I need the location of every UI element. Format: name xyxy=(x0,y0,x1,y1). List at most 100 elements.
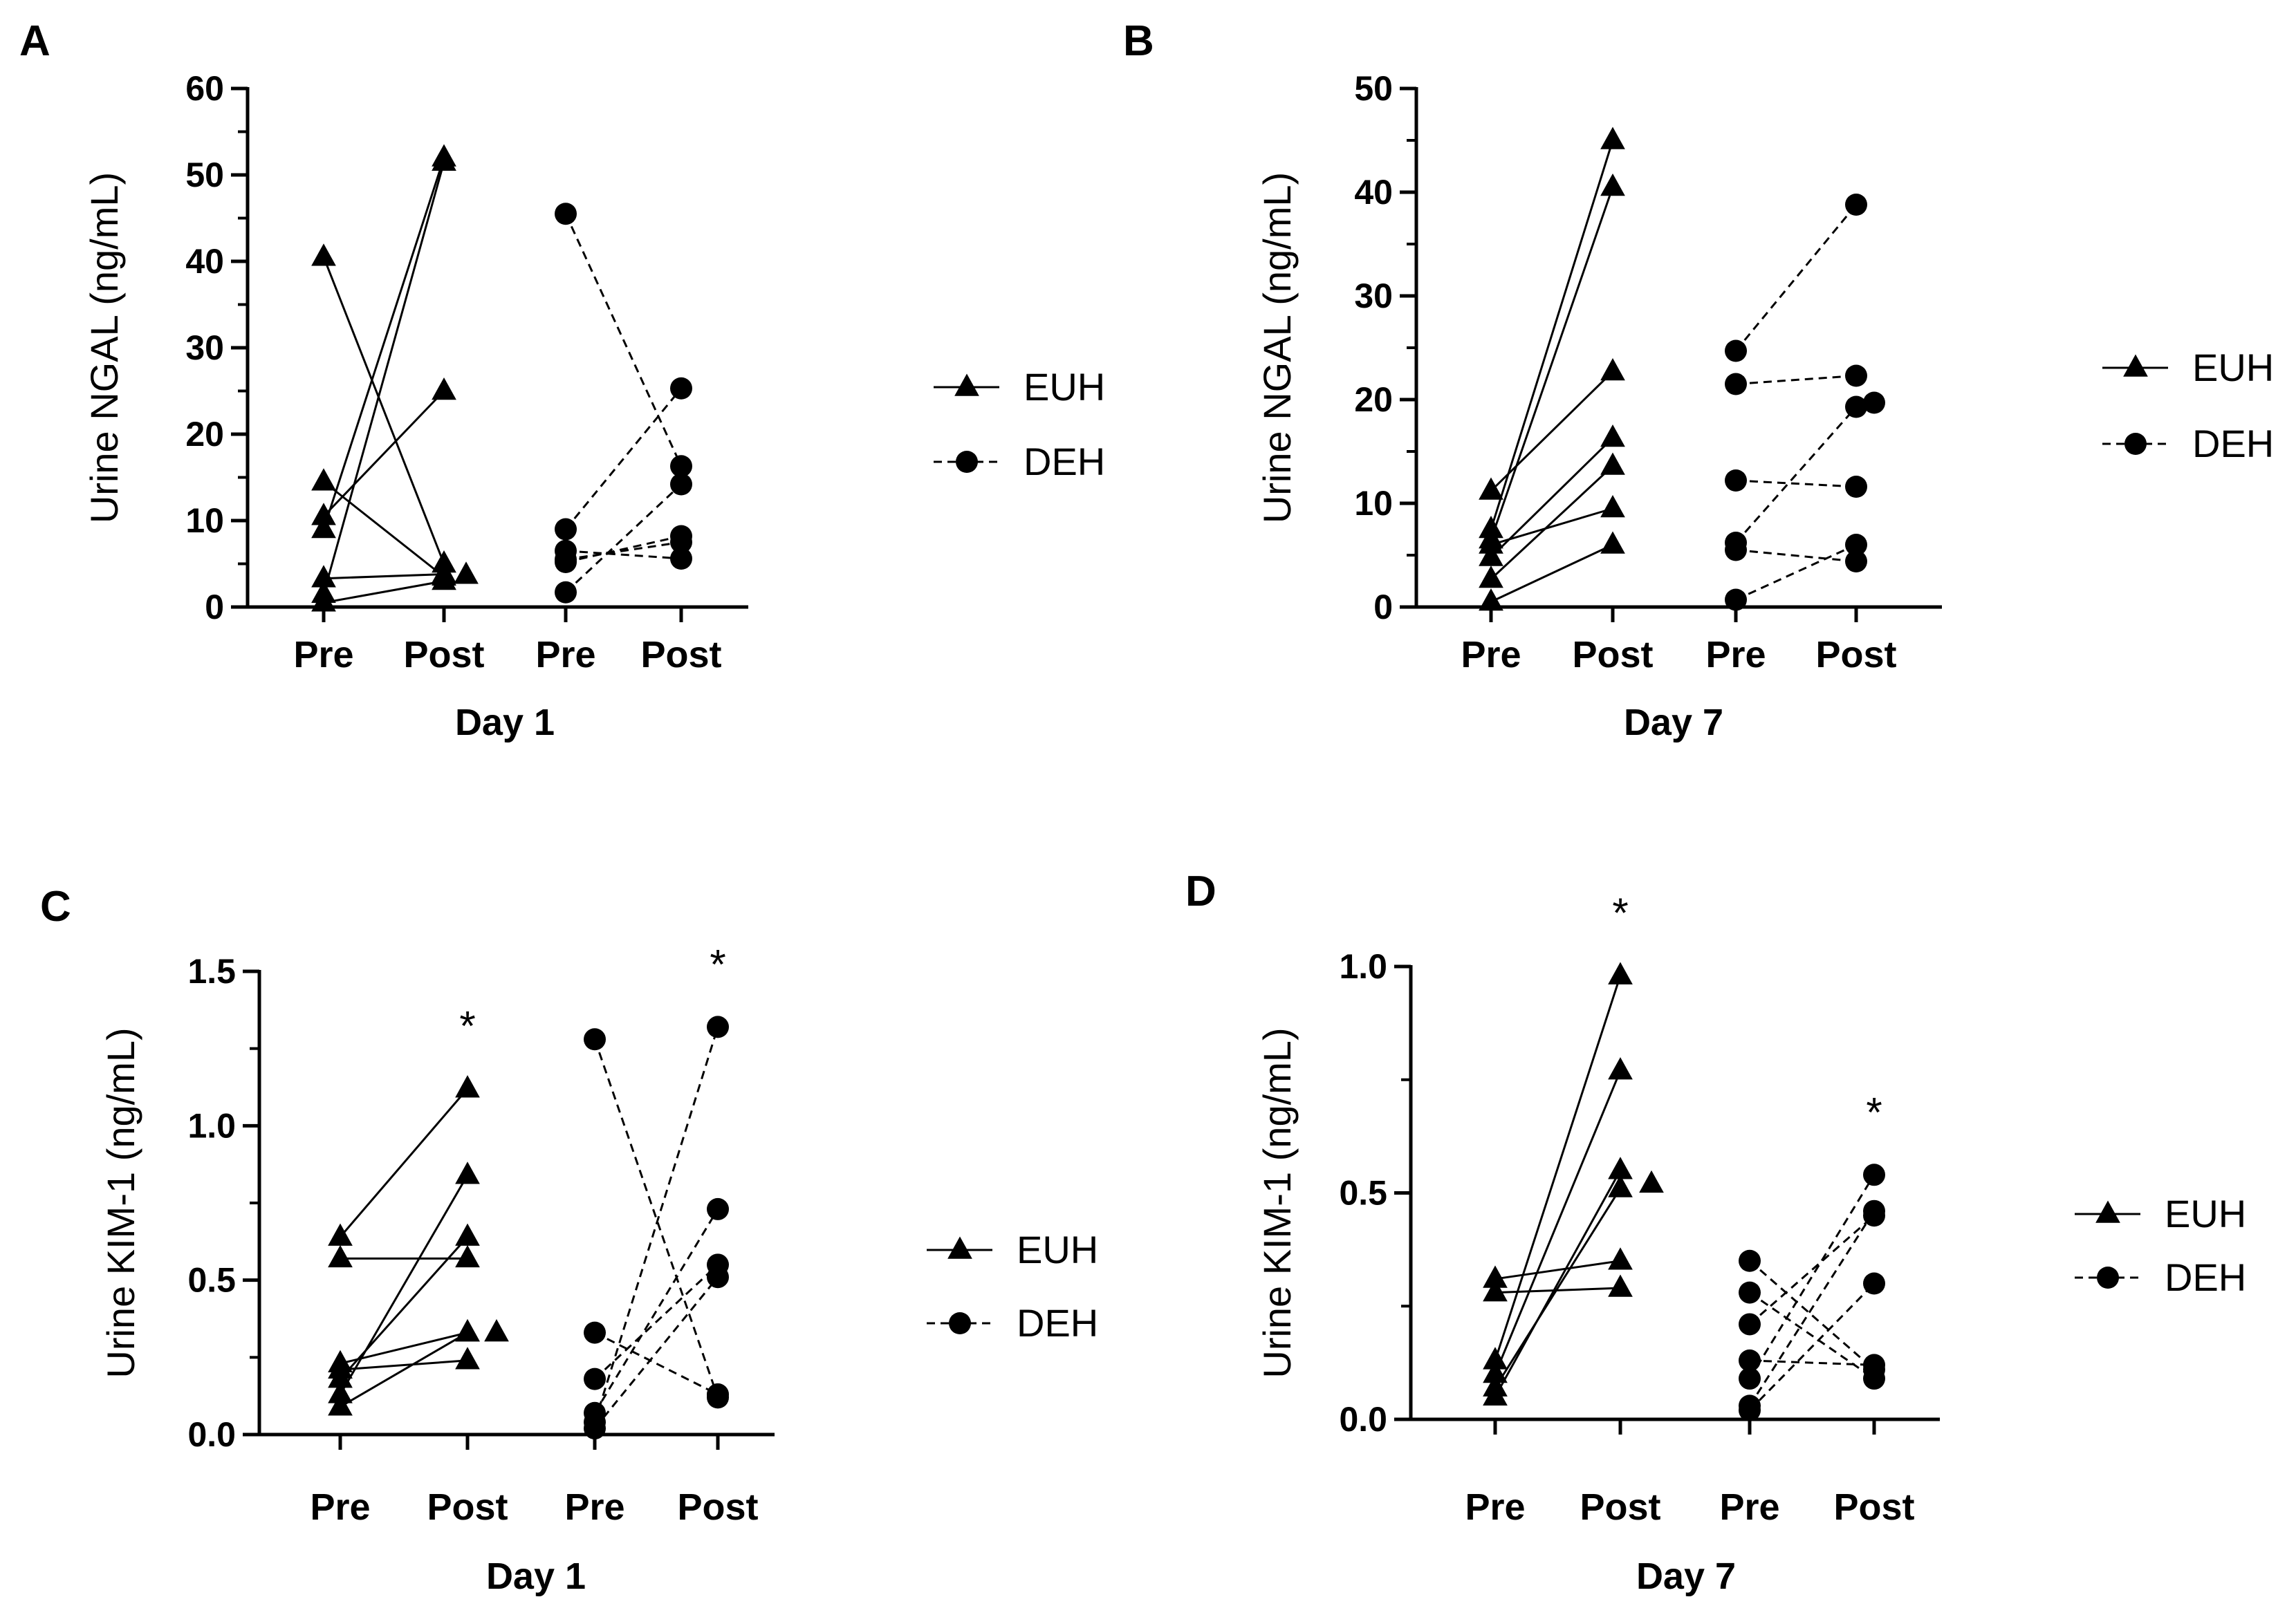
pre-circle-marker xyxy=(1725,373,1747,395)
legend-label-euh: EUH xyxy=(1024,365,1105,409)
post-circle-marker xyxy=(1845,476,1867,498)
pre-circle-marker xyxy=(584,1321,606,1344)
y-tick-label: 20 xyxy=(1354,380,1393,419)
pair-line xyxy=(565,535,682,563)
y-axis-title: Urine KIM-1 (ng/mL) xyxy=(1255,1027,1299,1378)
pre-circle-marker xyxy=(555,203,577,225)
y-tick-label: 30 xyxy=(185,328,224,367)
pair-line xyxy=(564,387,683,530)
pre-circle-marker xyxy=(1739,1367,1761,1390)
series-euh xyxy=(1483,962,1664,1406)
series-deh xyxy=(584,1016,729,1440)
y-axis-title: Urine NGAL (ng/mL) xyxy=(82,172,126,523)
y-tick-label: 1.5 xyxy=(187,952,236,991)
pair-line xyxy=(1494,1287,1621,1294)
legend-label-deh: DEH xyxy=(2165,1255,2246,1299)
post-triangle-marker xyxy=(1600,494,1625,518)
series-deh xyxy=(1739,1164,1885,1421)
panel-label-a: A xyxy=(19,17,50,65)
y-tick-label: 1.0 xyxy=(187,1106,236,1145)
significance-star: * xyxy=(710,941,725,987)
post-circle-marker xyxy=(1863,1164,1885,1186)
pair-line xyxy=(1494,1170,1622,1397)
pair-line xyxy=(1494,1070,1622,1375)
post-triangle-marker xyxy=(455,1244,480,1268)
pair-line xyxy=(1490,543,1613,603)
pre-circle-marker xyxy=(555,551,577,573)
pre-triangle-marker xyxy=(328,1365,353,1388)
x-tick-label: Pre xyxy=(1705,634,1766,675)
pair-line xyxy=(593,1208,719,1414)
y-axis-title: Urine NGAL (ng/mL) xyxy=(1255,172,1299,523)
y-tick-label: 10 xyxy=(185,501,224,540)
panel-a: A 0 10 20 30 40 50 60 Pre Post Pre Post Day 1 Urine … xyxy=(19,17,1105,743)
post-triangle-marker xyxy=(432,148,456,171)
post-circle-marker xyxy=(670,525,692,548)
pair-line xyxy=(322,157,445,530)
pair-line xyxy=(340,1332,468,1408)
series-deh xyxy=(1725,194,1885,611)
y-tick-label: 1.0 xyxy=(1339,947,1387,986)
post-triangle-marker xyxy=(1600,424,1625,447)
x-tick-label: Pre xyxy=(310,1486,370,1528)
post-circle-marker xyxy=(1845,395,1867,418)
legend-label-deh: DEH xyxy=(2192,422,2274,465)
post-triangle-marker xyxy=(1600,452,1625,475)
post-triangle-marker xyxy=(455,1223,480,1246)
panel-b: B 0 10 20 30 40 50 Pre Post Pre Post Day 7 Urine NG… xyxy=(1123,17,2274,743)
pre-triangle-marker xyxy=(328,1381,353,1403)
series-euh xyxy=(311,144,479,612)
pair-line xyxy=(593,1026,719,1423)
post-circle-marker xyxy=(670,548,692,570)
x-tick-label: Post xyxy=(1815,634,1896,675)
x-tick-label: Pre xyxy=(1719,1486,1779,1528)
pre-circle-marker xyxy=(584,1028,606,1051)
pre-triangle-marker xyxy=(1479,588,1503,611)
pair-line xyxy=(323,480,445,578)
pre-circle-marker xyxy=(584,1417,606,1440)
pair-line xyxy=(1749,1359,1875,1366)
y-tick-label: 30 xyxy=(1354,277,1393,315)
series-euh xyxy=(328,1075,509,1416)
pair-line xyxy=(564,483,683,593)
pre-circle-marker xyxy=(1739,1399,1761,1421)
legend-label-euh: EUH xyxy=(1017,1228,1098,1271)
unpaired-triangle-marker xyxy=(1639,1170,1664,1193)
y-tick-label: 0 xyxy=(205,588,224,626)
pair-line xyxy=(1749,1260,1875,1371)
x-axis-title: Day 1 xyxy=(455,702,555,743)
post-circle-marker xyxy=(1845,534,1867,556)
pair-line xyxy=(340,1359,468,1371)
pre-triangle-marker xyxy=(311,243,336,266)
pre-triangle-marker xyxy=(328,1223,353,1246)
legend-circle-icon xyxy=(956,451,978,473)
y-tick-label: 50 xyxy=(1354,69,1393,108)
x-tick-label: Pre xyxy=(293,634,353,675)
post-triangle-marker xyxy=(1608,1057,1633,1080)
x-tick-label: Pre xyxy=(564,1486,624,1528)
post-circle-marker xyxy=(707,1383,729,1406)
pre-circle-marker xyxy=(555,518,577,541)
post-triangle-marker xyxy=(1600,357,1625,381)
pre-triangle-marker xyxy=(1479,543,1503,566)
significance-star: * xyxy=(1866,1089,1882,1135)
pre-circle-marker xyxy=(1739,1313,1761,1336)
pair-line xyxy=(322,390,445,517)
x-tick-label: Post xyxy=(1580,1486,1660,1528)
x-axis-title: Day 7 xyxy=(1624,702,1723,743)
y-tick-label: 0.0 xyxy=(1339,1400,1387,1439)
post-triangle-marker xyxy=(455,1161,480,1184)
legend: EUH DEH xyxy=(927,1228,1098,1345)
pair-line xyxy=(1748,1174,1876,1379)
y-tick-label: 0 xyxy=(1373,588,1393,626)
pre-circle-marker xyxy=(1725,588,1747,611)
pair-line xyxy=(339,1236,469,1380)
pair-line xyxy=(565,541,682,561)
post-circle-marker xyxy=(1863,1199,1885,1222)
pair-line xyxy=(1748,1210,1876,1407)
post-triangle-marker xyxy=(455,1075,480,1098)
x-tick-label: Post xyxy=(640,634,721,675)
x-tick-label: Post xyxy=(1833,1486,1914,1528)
legend-circle-icon xyxy=(949,1312,971,1334)
